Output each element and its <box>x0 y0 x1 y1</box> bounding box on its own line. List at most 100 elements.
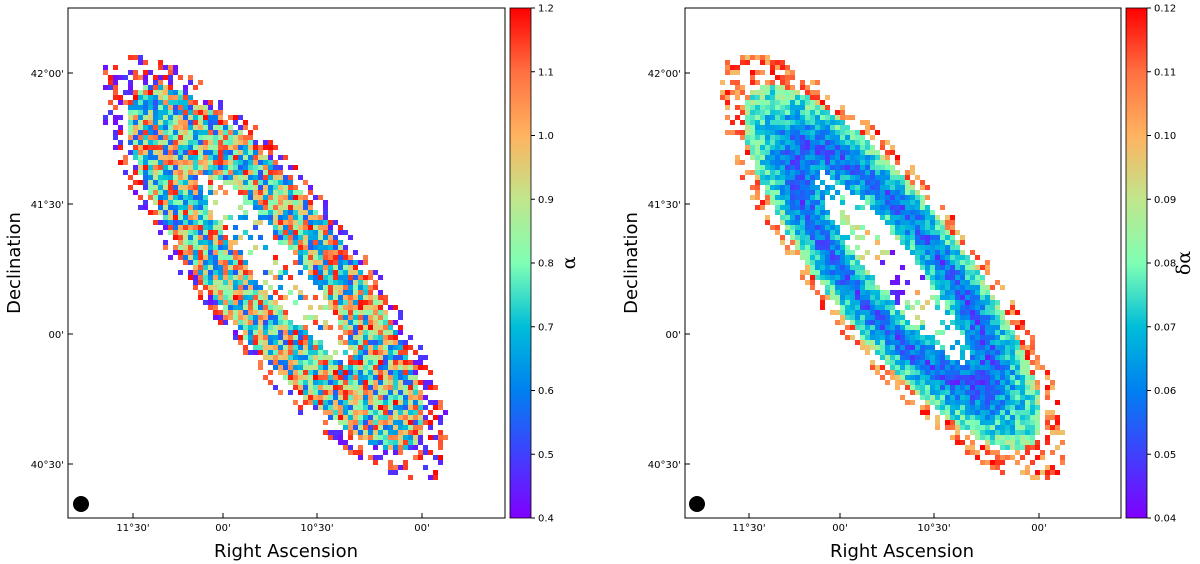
heatmap-cell <box>850 160 855 165</box>
heatmap-cell <box>318 285 323 290</box>
heatmap-cell <box>183 240 188 245</box>
heatmap-cell <box>865 290 870 295</box>
heatmap-cell <box>855 150 860 155</box>
heatmap-cell <box>138 55 143 60</box>
heatmap-cell <box>253 170 258 175</box>
heatmap-cell <box>950 225 955 230</box>
heatmap-cell <box>163 240 168 245</box>
heatmap-cell <box>890 360 895 365</box>
heatmap-cell <box>965 300 970 305</box>
heatmap-cell <box>1010 365 1015 370</box>
heatmap-cell <box>408 420 413 425</box>
heatmap-cell <box>188 75 193 80</box>
heatmap-cell <box>133 105 138 110</box>
heatmap-cell <box>243 195 248 200</box>
heatmap-cell <box>1020 470 1025 475</box>
heatmap-cell <box>770 195 775 200</box>
heatmap-cell <box>338 430 343 435</box>
heatmap-cell <box>213 230 218 235</box>
heatmap-cell <box>168 190 173 195</box>
heatmap-cell <box>243 185 248 190</box>
heatmap-cell <box>900 180 905 185</box>
heatmap-cell <box>985 340 990 345</box>
heatmap-cell <box>820 120 825 125</box>
heatmap-cell <box>1030 370 1035 375</box>
heatmap-cell <box>850 285 855 290</box>
heatmap-cell <box>323 265 328 270</box>
heatmap-cell <box>183 105 188 110</box>
heatmap-cell <box>163 150 168 155</box>
heatmap-cell <box>268 205 273 210</box>
heatmap-cell <box>278 295 283 300</box>
heatmap-cell <box>900 210 905 215</box>
heatmap-cell <box>178 120 183 125</box>
heatmap-cell <box>1025 350 1030 355</box>
heatmap-cell <box>378 345 383 350</box>
heatmap-cell <box>333 405 338 410</box>
heatmap-cell <box>980 365 985 370</box>
heatmap-cell <box>920 235 925 240</box>
heatmap-cell <box>770 180 775 185</box>
heatmap-cell <box>1025 370 1030 375</box>
heatmap-cell <box>955 420 960 425</box>
heatmap-cell <box>840 285 845 290</box>
heatmap-cell <box>1015 340 1020 345</box>
heatmap-cell <box>383 420 388 425</box>
heatmap-cell <box>870 285 875 290</box>
heatmap-cell <box>288 330 293 335</box>
heatmap-cell <box>138 150 143 155</box>
heatmap-cell <box>168 145 173 150</box>
heatmap-cell <box>208 210 213 215</box>
heatmap-cell <box>840 110 845 115</box>
heatmap-cell <box>915 330 920 335</box>
heatmap-cell <box>785 190 790 195</box>
heatmap-cell <box>1010 370 1015 375</box>
heatmap-cell <box>930 215 935 220</box>
heatmap-cell <box>790 190 795 195</box>
heatmap-cell <box>915 215 920 220</box>
heatmap-cell <box>148 105 153 110</box>
heatmap-cell <box>228 260 233 265</box>
heatmap-cell <box>128 115 133 120</box>
heatmap-cell <box>243 315 248 320</box>
heatmap-cell <box>303 205 308 210</box>
heatmap-cell <box>910 360 915 365</box>
heatmap-cell <box>293 210 298 215</box>
heatmap-cell <box>393 415 398 420</box>
heatmap-cell <box>283 350 288 355</box>
heatmap-cell <box>138 125 143 130</box>
heatmap-cell <box>113 145 118 150</box>
heatmap-cell <box>378 315 383 320</box>
heatmap-cell <box>378 365 383 370</box>
heatmap-cell <box>750 145 755 150</box>
heatmap-cell <box>835 270 840 275</box>
heatmap-cell <box>228 145 233 150</box>
heatmap-cell <box>183 150 188 155</box>
heatmap-cell <box>775 170 780 175</box>
heatmap-cell <box>825 130 830 135</box>
heatmap-cell <box>203 230 208 235</box>
heatmap-cell <box>288 215 293 220</box>
heatmap-cell <box>388 370 393 375</box>
heatmap-cell <box>173 175 178 180</box>
heatmap-cell <box>208 150 213 155</box>
heatmap-cell <box>198 145 203 150</box>
heatmap-cell <box>353 430 358 435</box>
heatmap-cell <box>328 410 333 415</box>
heatmap-cell <box>218 230 223 235</box>
heatmap-cell <box>363 305 368 310</box>
heatmap-cell <box>243 140 248 145</box>
heatmap-cell <box>193 120 198 125</box>
heatmap-cell <box>805 170 810 175</box>
heatmap-cell <box>273 235 278 240</box>
heatmap-cell <box>975 450 980 455</box>
heatmap-cell <box>755 205 760 210</box>
heatmap-cell <box>323 305 328 310</box>
heatmap-cell <box>1000 365 1005 370</box>
heatmap-cell <box>153 220 158 225</box>
heatmap-cell <box>203 135 208 140</box>
heatmap-cell <box>775 140 780 145</box>
heatmap-cell <box>1000 460 1005 465</box>
heatmap-cell <box>840 120 845 125</box>
heatmap-cell <box>800 165 805 170</box>
